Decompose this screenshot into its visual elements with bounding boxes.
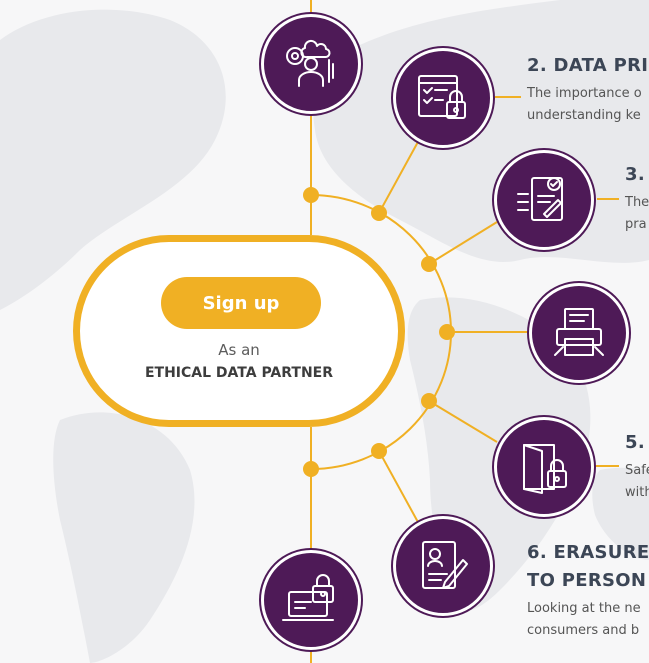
node-printer-document[interactable] xyxy=(529,283,629,383)
node-2-heading: 2. DATA PRI xyxy=(527,55,649,76)
node-door-lock[interactable] xyxy=(494,417,594,517)
node-6-desc-line-2: consumers and b xyxy=(527,623,640,638)
connector-dot xyxy=(303,461,319,477)
connector-dot xyxy=(371,205,387,221)
node-2-desc-line-2: understanding ke xyxy=(527,108,641,123)
node-3-desc-line-2: pra xyxy=(625,217,647,232)
node-3-heading: 3. xyxy=(625,164,645,185)
printer-document-icon xyxy=(554,308,604,356)
node-document-signature[interactable] xyxy=(494,150,594,250)
as-an-text: As an xyxy=(218,341,260,359)
connector-dot xyxy=(371,443,387,459)
profile-document-pen-icon xyxy=(422,541,468,589)
node-6-heading-line-2: TO PERSON xyxy=(527,570,647,591)
node-2-desc-line-1: The importance o xyxy=(527,86,642,101)
node-5-desc-line-1: Safe xyxy=(625,463,649,478)
node-laptop-lock[interactable] xyxy=(261,550,361,650)
node-5-heading: 5. xyxy=(625,432,645,453)
person-cloud-gear-icon xyxy=(286,39,334,87)
connector-dot xyxy=(303,187,319,203)
laptop-lock-icon xyxy=(282,574,334,621)
door-lock-icon xyxy=(523,444,567,494)
node-3-desc-line-1: The xyxy=(625,195,649,210)
sign-up-button[interactable]: Sign up xyxy=(161,277,321,329)
connector-dot xyxy=(421,256,437,272)
node-6-desc-line-1: Looking at the ne xyxy=(527,601,641,616)
node-person-cloud[interactable] xyxy=(261,14,361,114)
node-checklist-lock[interactable] xyxy=(393,48,493,148)
node-6-heading-line-1: 6. ERASURE xyxy=(527,542,649,563)
ethical-data-partner-title: ETHICAL DATA PARTNER xyxy=(144,365,334,381)
document-signature-icon xyxy=(517,177,563,221)
connector-dot xyxy=(439,324,455,340)
checklist-lock-icon xyxy=(418,75,466,119)
connector-dot xyxy=(421,393,437,409)
ethical-partner-card xyxy=(73,235,405,427)
node-5-desc-line-2: with xyxy=(625,485,649,500)
node-profile-document[interactable] xyxy=(393,516,493,616)
